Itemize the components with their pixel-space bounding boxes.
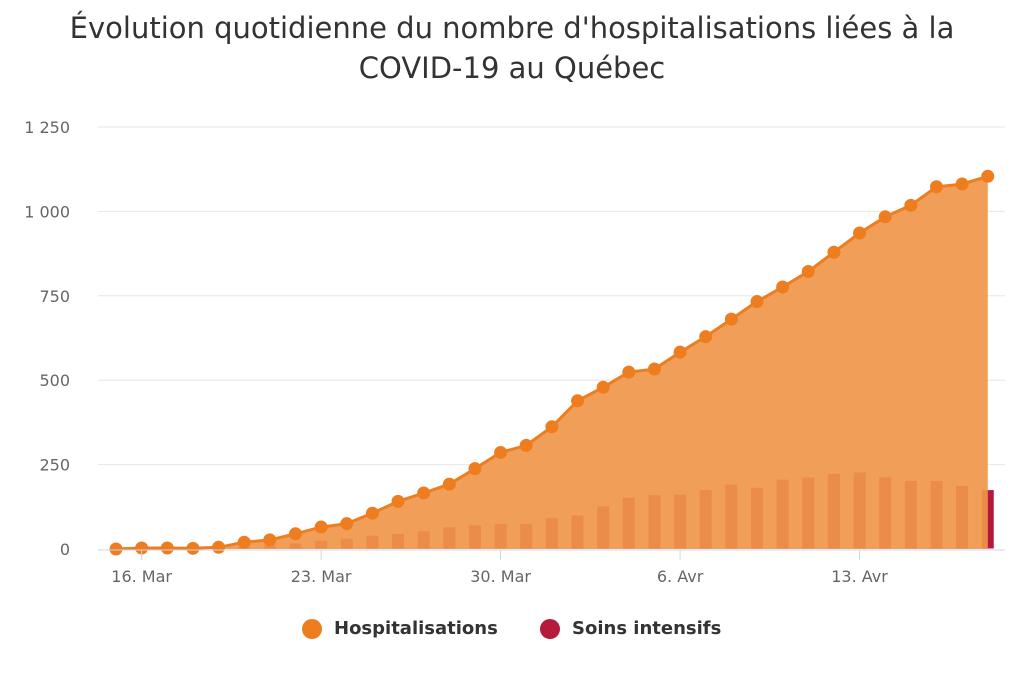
hospitalisations-point — [442, 477, 456, 491]
y-tick-label: 500 — [39, 371, 70, 390]
hospitalisations-point — [904, 198, 918, 212]
hospitalisations-point — [288, 527, 302, 541]
hospitalisations-point — [468, 462, 482, 476]
hospitalisations-point — [519, 438, 533, 452]
hospitalisations-point — [699, 330, 713, 344]
hospitalisations-point — [955, 177, 969, 191]
hospitalisations-point — [622, 365, 636, 379]
hospitalisations-point — [365, 506, 379, 520]
hospitalisations-point — [724, 312, 738, 326]
hospitalisations-point — [929, 180, 943, 194]
hospitalisations-point — [776, 280, 790, 294]
hospitalisations-point — [494, 445, 508, 459]
legend-label-hospitalisations: Hospitalisations — [334, 618, 498, 639]
hospitalisations-point — [878, 210, 892, 224]
hospitalisations-point — [340, 517, 354, 531]
hospitalisations-point — [647, 362, 661, 376]
hospitalisations-point — [750, 295, 764, 309]
hospitalisations-point — [545, 420, 559, 434]
legend-item-soins-intensifs[interactable]: Soins intensifs — [540, 618, 721, 639]
hospitalisations-point — [237, 535, 251, 549]
x-tick-label: 13. Avr — [831, 567, 888, 586]
x-tick-label: 6. Avr — [657, 567, 704, 586]
x-tick-label: 16. Mar — [111, 567, 172, 586]
hospitalisations-area — [116, 176, 988, 550]
hospitalisations-point — [417, 486, 431, 500]
y-tick-label: 1 250 — [24, 118, 70, 137]
hospitalisations-point — [673, 345, 687, 359]
hospitalisations-point — [801, 264, 815, 278]
y-axis-tick-labels: 0 250 500 750 1 000 1 250 — [24, 118, 70, 559]
y-tick-label: 0 — [60, 540, 70, 559]
legend-item-hospitalisations[interactable]: Hospitalisations — [302, 618, 498, 639]
hospitalisations-point — [391, 494, 405, 508]
legend-dot-soins-intensifs — [540, 618, 560, 639]
y-tick-label: 250 — [39, 456, 70, 475]
hospitalisations-point — [314, 520, 328, 534]
y-tick-label: 1 000 — [24, 202, 70, 221]
hospitalisations-point — [853, 226, 867, 240]
hospitalisations-point — [212, 540, 226, 554]
legend-dot-hospitalisations — [302, 618, 322, 639]
hospitalisations-points — [109, 169, 995, 556]
x-tick-label: 23. Mar — [291, 567, 352, 586]
x-axis-ticks: 16. Mar 23. Mar 30. Mar 6. Avr 13. Avr — [111, 550, 888, 586]
legend-label-soins-intensifs: Soins intensifs — [572, 618, 722, 639]
hospitalisations-point — [160, 541, 174, 555]
hospitalisations-point — [109, 542, 123, 556]
legend: Hospitalisations Soins intensifs — [0, 618, 1024, 644]
chart-title: Évolution quotidienne du nombre d'hospit… — [69, 11, 955, 85]
hospitalisations-point — [263, 533, 277, 547]
hospitalisations-point — [981, 169, 995, 183]
hospitalisations-point — [596, 380, 610, 394]
hospitalisations-point — [135, 541, 149, 555]
x-tick-label: 30. Mar — [470, 567, 531, 586]
hospitalisations-point — [827, 245, 841, 259]
hospitalisations-point — [571, 394, 585, 408]
y-tick-label: 750 — [39, 287, 70, 306]
hospitalisations-point — [186, 541, 200, 555]
